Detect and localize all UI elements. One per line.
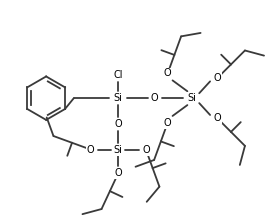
Text: Cl: Cl [114, 71, 123, 80]
Text: O: O [213, 73, 221, 83]
Text: O: O [142, 144, 150, 155]
Text: Si: Si [114, 93, 123, 103]
Text: O: O [151, 93, 159, 103]
Text: Si: Si [114, 144, 123, 155]
Text: O: O [114, 168, 122, 178]
Text: O: O [114, 119, 122, 129]
Text: O: O [164, 69, 171, 78]
Text: O: O [87, 144, 94, 155]
Text: O: O [213, 113, 221, 123]
Text: Si: Si [188, 93, 197, 103]
Text: O: O [164, 118, 171, 128]
